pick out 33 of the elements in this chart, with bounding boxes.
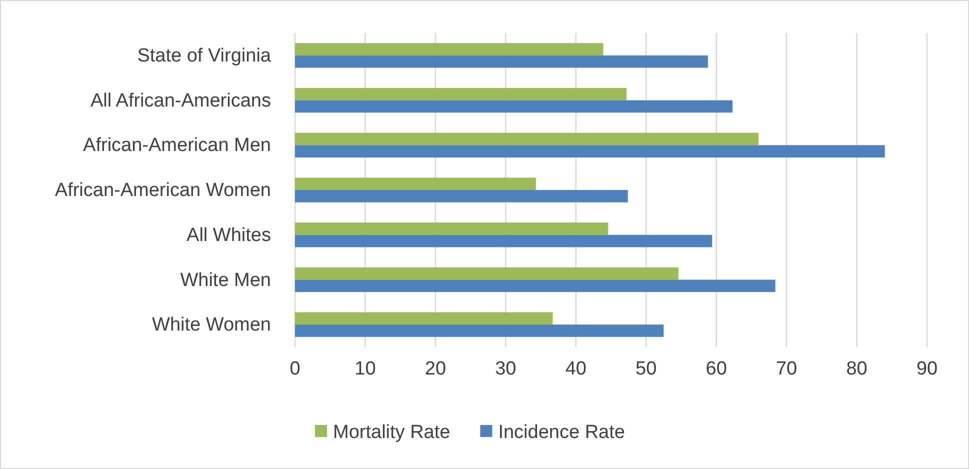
bar — [295, 222, 608, 235]
bar — [295, 88, 626, 100]
y-tick-label: White Women — [152, 314, 271, 336]
y-tick-label: All Whites — [186, 224, 271, 246]
x-tick-label: 90 — [916, 358, 938, 380]
bar — [295, 100, 732, 113]
x-tick-label: 30 — [495, 358, 516, 380]
bar — [295, 280, 776, 292]
legend-label: Mortality Rate — [333, 422, 450, 443]
x-tick-label: 10 — [354, 358, 376, 380]
y-tick-label: State of Virginia — [137, 46, 272, 67]
x-tick-label: 50 — [636, 358, 657, 380]
y-tick-label: White Men — [180, 270, 271, 291]
bar — [295, 267, 678, 280]
bar — [295, 234, 712, 248]
bar — [295, 132, 758, 146]
x-tick-label: 70 — [776, 358, 798, 380]
x-tick-label: 80 — [846, 358, 868, 380]
bar — [295, 43, 604, 56]
y-tick-label: All African-Americans — [90, 90, 271, 112]
legend-label: Incidence Rate — [498, 422, 625, 443]
bar — [295, 190, 628, 202]
x-tick-label: 40 — [565, 358, 586, 380]
bar — [295, 324, 664, 337]
x-tick-label: 0 — [290, 358, 300, 380]
x-tick-label: 20 — [424, 358, 446, 380]
bar — [295, 312, 553, 325]
x-tick-label: 60 — [706, 358, 727, 380]
y-tick-label: African-American Women — [54, 180, 271, 202]
bar — [295, 145, 885, 158]
y-tick-label: African-American Men — [83, 135, 271, 156]
bar — [295, 55, 708, 68]
bar — [295, 178, 536, 190]
